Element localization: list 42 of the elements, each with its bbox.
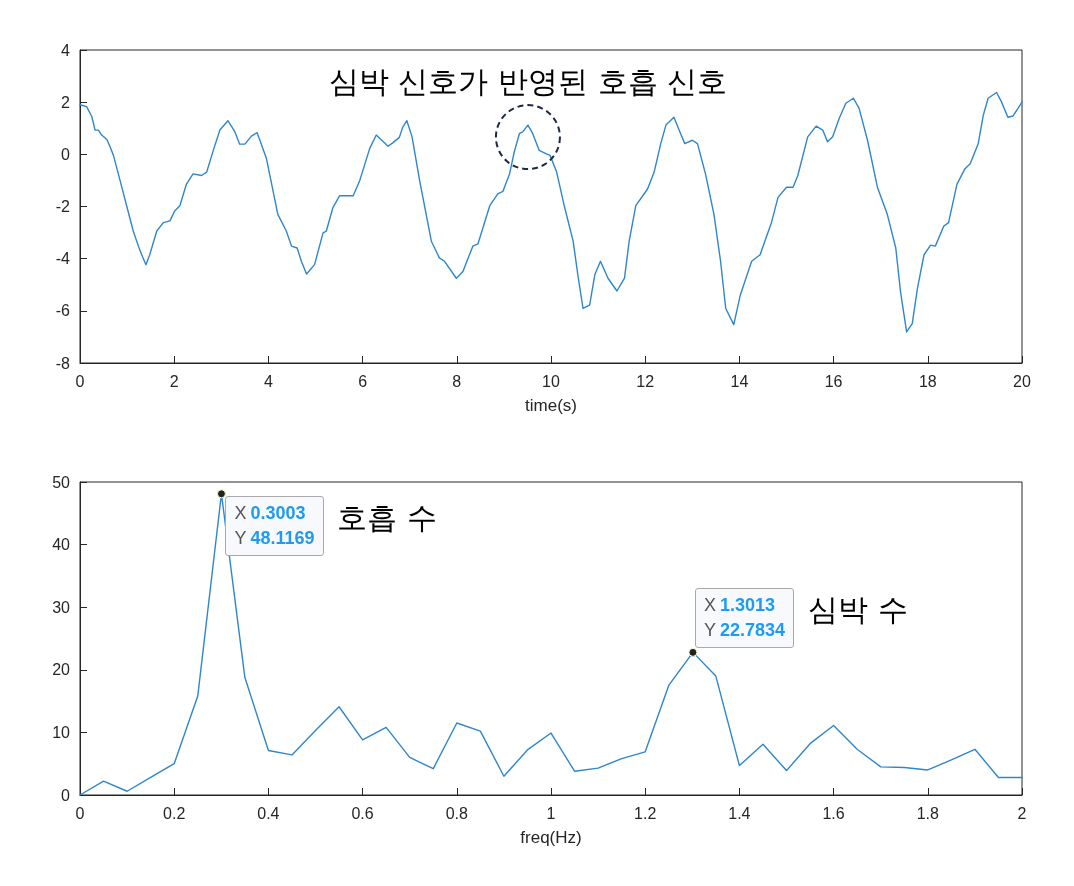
annotation: 심박 신호가 반영된 호흡 신호 (328, 63, 728, 102)
y-tick-label: 30 (52, 598, 71, 616)
y-tick-label: -8 (55, 354, 71, 372)
x-tick-label: 0.8 (445, 804, 469, 822)
x-tick-label: 8 (452, 372, 462, 390)
y-tick-label: 0 (61, 145, 71, 163)
y-tick-label: -2 (55, 198, 71, 215)
x-tick-label: 1.2 (634, 804, 657, 822)
y-tick-label: -6 (55, 302, 71, 320)
x-tick-label: 20 (1013, 372, 1031, 390)
y-tick-label: 0 (61, 786, 71, 804)
x-tick-label: 4 (263, 372, 273, 390)
x-tick-label: 18 (918, 372, 937, 390)
y-tick-label: 40 (52, 536, 71, 554)
x-tick-label: 0 (75, 372, 85, 390)
x-tick-label: 1.6 (822, 804, 845, 822)
y-tick-label: 2 (61, 93, 71, 111)
x-tick-label: 16 (824, 372, 843, 390)
x-tick-label: 1 (546, 804, 556, 822)
x-tick-label: 1.8 (916, 804, 940, 822)
x-tick-label: 6 (358, 372, 368, 390)
y-tick-label: 20 (52, 661, 71, 679)
x-tick-label: 0 (75, 804, 85, 822)
x-tick-label: 0.2 (163, 804, 186, 822)
x-tick-label: 14 (730, 372, 749, 390)
x-axis-title: time(s) (525, 396, 577, 415)
x-tick-label: 1.4 (728, 804, 751, 822)
y-tick-label: 10 (52, 723, 71, 741)
y-tick-label: -4 (55, 250, 71, 268)
annotation: 호흡 수 (337, 498, 437, 537)
x-tick-label: 0.6 (351, 804, 374, 822)
y-tick-label: 50 (52, 473, 71, 491)
x-tick-label: 0.4 (257, 804, 280, 822)
y-tick-label: 4 (61, 41, 71, 59)
x-tick-label: 2 (169, 372, 179, 390)
annotation: X 1.3013 Y 22.7834 (703, 595, 785, 641)
x-tick-label: 10 (542, 372, 560, 390)
x-axis-title: freq(Hz) (520, 828, 582, 847)
x-tick-label: 2 (1017, 804, 1027, 822)
x-tick-label: 12 (636, 372, 655, 390)
annotation: 심박 수 (808, 590, 908, 629)
annotation: X 0.3003 Y 48.1169 (234, 502, 315, 548)
